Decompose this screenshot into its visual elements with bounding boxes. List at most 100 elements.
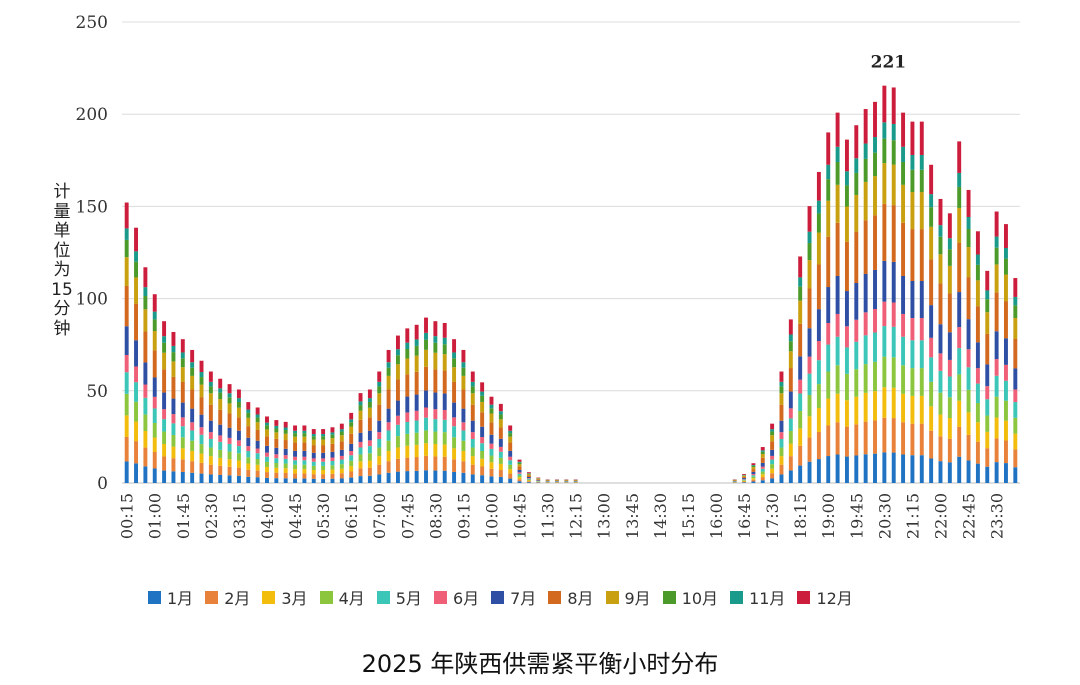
bar-segment-10月: [985, 299, 990, 313]
bar-segment-8月: [386, 389, 391, 409]
bar-segment-6月: [807, 356, 812, 374]
bar-segment-4月: [947, 397, 952, 418]
bar-segment-3月: [358, 461, 363, 469]
bar-stack-17:45: [779, 371, 784, 483]
bar-stack-16:45: [742, 474, 747, 483]
bar-stack-02:15: [199, 360, 204, 483]
bar-segment-3月: [938, 414, 943, 437]
bar-segment-8月: [807, 288, 812, 329]
bar-segment-1月: [1004, 463, 1008, 483]
bar-segment-2月: [218, 465, 223, 475]
bar-segment-4月: [798, 410, 803, 429]
bar-segment-5月: [274, 458, 279, 463]
bar-segment-3月: [779, 456, 784, 465]
bar-segment-5月: [1004, 380, 1008, 401]
bar-segment-10月: [882, 138, 887, 164]
bar-segment-2月: [489, 468, 494, 477]
bar-stack-06:45: [367, 389, 372, 483]
bar-segment-10月: [180, 358, 185, 368]
bar-segment-1月: [816, 459, 821, 483]
bar-segment-2月: [330, 473, 335, 479]
bar-segment-10月: [405, 348, 410, 359]
bar-segment-6月: [377, 432, 382, 439]
bar-segment-11月: [798, 277, 803, 287]
bar-segment-11月: [975, 254, 980, 265]
y-tick-label: 0: [97, 474, 108, 494]
bar-segment-2月: [452, 459, 457, 472]
bar-segment-6月: [311, 458, 316, 462]
bar-segment-10月: [171, 352, 176, 362]
bar-segment-4月: [938, 392, 943, 415]
bar-segment-7月: [517, 469, 522, 473]
bar-stack-07:30: [395, 335, 400, 483]
bar-segment-2月: [742, 481, 747, 483]
bar-segment-4月: [386, 440, 391, 451]
bar-segment-9月: [236, 407, 241, 418]
bar-segment-3月: [424, 443, 428, 456]
legend-swatch: [319, 590, 333, 604]
bar-segment-7月: [938, 324, 943, 354]
bar-segment-11月: [1013, 296, 1018, 306]
x-tick-label: 17:30: [763, 493, 782, 539]
bar-segment-8月: [508, 442, 513, 451]
bar-segment-4月: [751, 476, 756, 479]
legend-label: 12月: [816, 589, 853, 608]
x-axis-ticks: 00:15 01:00 01:45 02:30 03:15 04:00 04:45 05:30…: [118, 493, 1007, 539]
bar-segment-6月: [844, 326, 849, 348]
bar-segment-5月: [321, 461, 326, 466]
bar-segment-2月: [190, 461, 195, 473]
bar-segment-11月: [405, 342, 410, 349]
bar-segment-7月: [489, 434, 494, 444]
bar-stack-02:00: [190, 349, 195, 483]
bar-segment-4月: [152, 422, 157, 438]
bar-segment-8月: [536, 479, 541, 480]
bar-segment-10月: [274, 428, 279, 433]
bar-segment-11月: [208, 381, 213, 387]
bar-segment-6月: [358, 441, 363, 448]
bar-segment-10月: [798, 286, 803, 301]
bar-segment-7月: [208, 420, 213, 433]
bar-segment-10月: [227, 397, 232, 404]
bar-segment-1月: [367, 475, 372, 483]
bar-segment-9月: [807, 260, 812, 289]
legend-item: 8月: [548, 585, 594, 609]
bar-segment-8月: [330, 443, 335, 452]
bar-segment-11月: [143, 287, 148, 297]
bar-segment-4月: [199, 444, 204, 454]
bar-segment-12月: [480, 382, 485, 392]
bar-segment-8月: [208, 404, 213, 421]
bar-segment-2月: [171, 458, 176, 472]
bar-segment-7月: [321, 452, 326, 459]
bar-segment-8月: [555, 480, 559, 481]
bar-segment-2月: [246, 469, 251, 477]
bar-segment-8月: [480, 412, 485, 427]
bar-stack-17:00: [751, 463, 756, 483]
bar-segment-3月: [349, 466, 354, 472]
bar-segment-5月: [873, 332, 877, 362]
bar-segment-4月: [377, 447, 382, 457]
bar-segment-3月: [480, 458, 485, 467]
bar-segment-10月: [358, 405, 363, 411]
bar-segment-9月: [442, 354, 447, 371]
bar-segment-9月: [498, 419, 503, 428]
legend-label: 5月: [395, 589, 422, 608]
bar-segment-12月: [882, 85, 887, 123]
bar-segment-3月: [947, 417, 952, 439]
bar-segment-8月: [321, 445, 326, 453]
bar-segment-10月: [508, 433, 513, 437]
bar-segment-2月: [143, 447, 148, 467]
bar-segment-8月: [162, 369, 167, 393]
bar-segment-10月: [470, 386, 475, 394]
bar-segment-5月: [424, 417, 428, 431]
bar-segment-12月: [255, 407, 260, 415]
bar-segment-11月: [452, 352, 457, 359]
bar-segment-1月: [966, 460, 971, 483]
bar-segment-6月: [770, 455, 775, 460]
bar-segment-12月: [863, 109, 868, 144]
bar-segment-10月: [901, 162, 906, 185]
bar-segment-9月: [742, 475, 747, 477]
bar-segment-10月: [367, 401, 372, 408]
bar-segment-5月: [742, 479, 747, 481]
bar-segment-3月: [143, 430, 148, 448]
bar-segment-10月: [751, 465, 756, 468]
